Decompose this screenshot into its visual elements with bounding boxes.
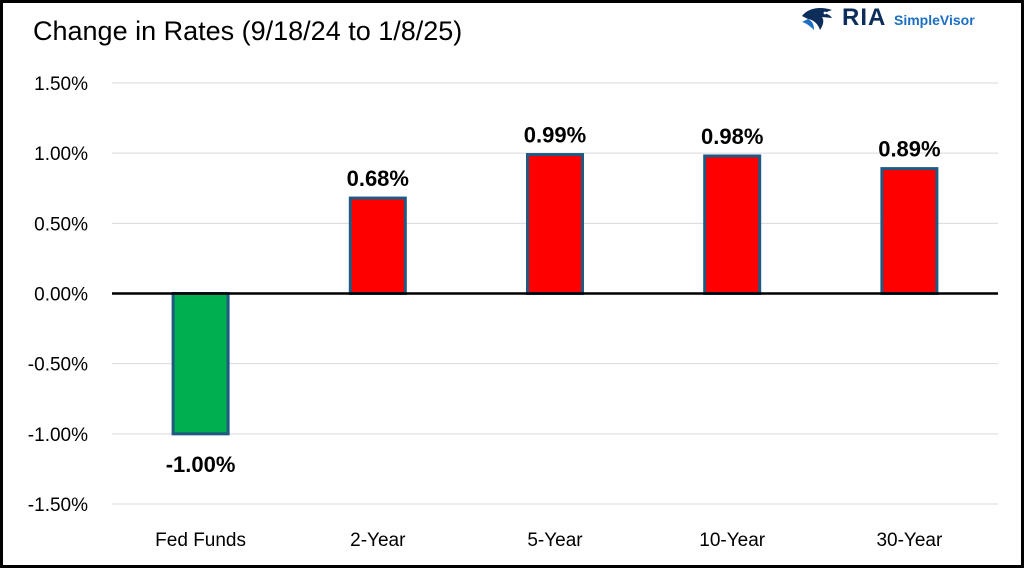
bar-value-label: -1.00%: [166, 452, 236, 477]
x-tick-label: 5-Year: [527, 530, 583, 551]
x-tick-label: 30-Year: [876, 530, 943, 551]
x-axis-tick-labels: Fed Funds 2-Year 5-Year 10-Year 30-Year: [155, 530, 943, 551]
y-tick-label: -0.50%: [28, 355, 88, 376]
bar-value-label: 0.98%: [701, 124, 763, 149]
y-axis-tick-labels: 1.50% 1.00% 0.50% 0.00% -0.50% -1.00% -1.50%: [28, 74, 88, 516]
x-tick-label: 10-Year: [699, 530, 766, 551]
x-tick-label: 2-Year: [350, 530, 406, 551]
bar-5-year: [526, 153, 584, 295]
y-tick-label: 1.00%: [34, 144, 88, 165]
y-tick-label: 0.50%: [34, 214, 88, 235]
eagle-head-icon: [802, 8, 832, 30]
bar-10-year: [703, 154, 762, 295]
bar-2-year: [348, 196, 407, 295]
bar-value-labels: -1.00% 0.68% 0.99% 0.98% 0.89%: [166, 123, 941, 477]
y-tick-label: -1.50%: [28, 495, 88, 516]
y-tick-label: 1.50%: [34, 74, 88, 95]
y-tick-label: -1.00%: [28, 425, 88, 446]
logo-brand-text: RIA: [842, 4, 887, 31]
bar-30-year: [880, 167, 939, 295]
bar-value-label: 0.89%: [878, 137, 940, 162]
bar-fed-funds: [171, 292, 230, 436]
ria-simplevisor-logo: RIA SimpleVisor: [798, 4, 998, 38]
logo-product-text: SimpleVisor: [894, 12, 975, 28]
bar-value-label: 0.99%: [524, 123, 586, 148]
x-tick-label: Fed Funds: [155, 530, 246, 551]
y-tick-label: 0.00%: [34, 285, 88, 306]
chart-title: Change in Rates (9/18/24 to 1/8/25): [33, 16, 463, 46]
bar-value-label: 0.68%: [347, 166, 409, 191]
